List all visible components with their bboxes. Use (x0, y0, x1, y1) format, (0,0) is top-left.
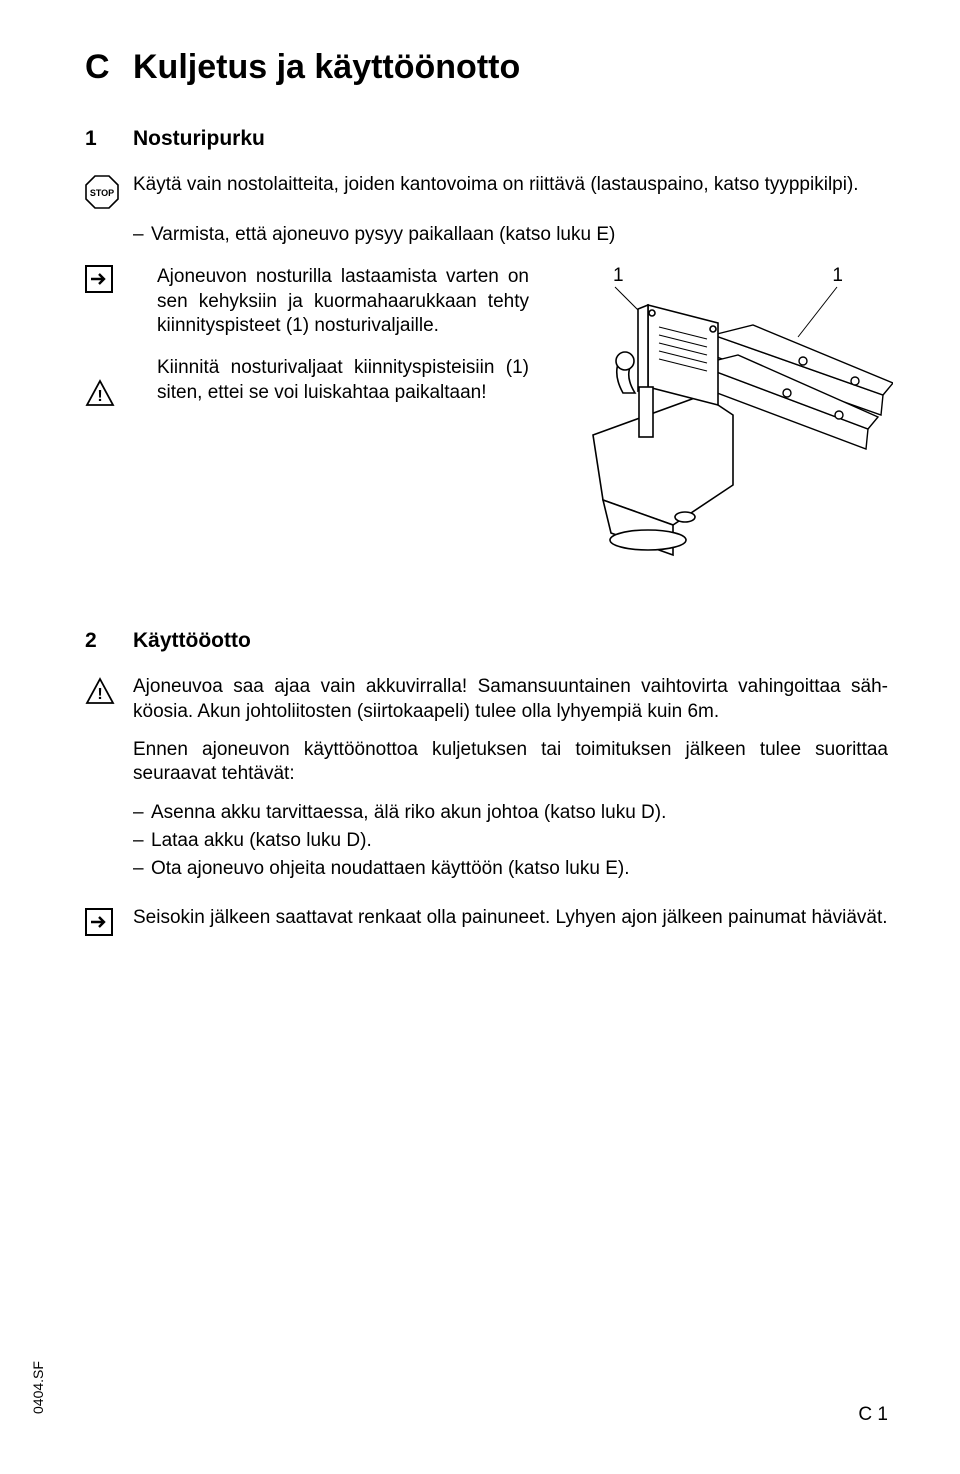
section-1-title: Nosturipurku (133, 127, 265, 151)
footer-right: C 1 (858, 1404, 888, 1426)
pallet-truck-figure: 1 1 (553, 265, 893, 585)
footer-left: 0404.SF (30, 1361, 46, 1414)
chapter-letter: C (85, 48, 133, 87)
chapter-title: Kuljetus ja käyttöönotto (133, 48, 520, 87)
warn-paragraph-2: Ajoneuvoa saa ajaa vain akkuvirralla! Sa… (133, 675, 888, 724)
stop-text: Käytä vain nostolaitteita, joiden kantov… (133, 173, 888, 209)
list-item: – Ota ajoneuvo ohjeita noudattaen käyttö… (133, 857, 888, 881)
svg-text:!: ! (97, 686, 102, 703)
warning-triangle-icon: ! (85, 677, 115, 705)
list-item-text: Lataa akku (katso luku D). (151, 829, 888, 853)
warn-row-2: ! Ajoneuvoa saa ajaa vain akkuvirralla! … (85, 675, 888, 724)
arrow-row-bottom: Seisokin jälkeen saattavat renkaat olla … (85, 906, 888, 936)
warning-triangle-icon: ! (85, 379, 115, 407)
intro-row: Ennen ajoneuvon käyttöönottoa kuljetukse… (85, 738, 888, 787)
figure-label-1-left: 1 (613, 265, 624, 287)
warn-paragraph-1: Kiinnitä nosturivaljaat kiinnityspis­tei… (157, 356, 529, 405)
pallet-truck-illustration (553, 265, 893, 565)
dash-bullet: – (133, 223, 151, 247)
section-1-num: 1 (85, 127, 133, 151)
arrow-paragraph-bottom: Seisokin jälkeen saattavat renkaat olla … (133, 906, 888, 936)
arrow-right-icon (85, 908, 113, 936)
intro-text: Ennen ajoneuvon käyttöönottoa kuljetukse… (133, 738, 888, 787)
figure-label-1-right: 1 (832, 265, 843, 287)
stop-paragraph: STOP Käytä vain nostolaitteita, joiden k… (85, 173, 888, 209)
arrow-paragraph-1: Ajoneuvon nosturilla lastaamista varten … (157, 265, 529, 338)
dash-item-text: Varmista, että ajoneuvo pysyy paikallaan… (151, 223, 888, 247)
chapter-heading: C Kuljetus ja käyttöönotto (85, 48, 888, 87)
svg-text:!: ! (97, 388, 102, 405)
list-item-text: Ota ajoneuvo ohjeita noudattaen käyttöön… (151, 857, 888, 881)
list-item: – Asenna akku tarvittaessa, älä riko aku… (133, 801, 888, 825)
section-2-num: 2 (85, 629, 133, 653)
list-item: – Lataa akku (katso luku D). (133, 829, 888, 853)
stop-icon: STOP (85, 175, 119, 209)
section-2-heading: 2 Käyttööotto (85, 629, 888, 653)
svg-text:STOP: STOP (90, 188, 114, 198)
section-2-title: Käyttööotto (133, 629, 251, 653)
section-1-heading: 1 Nosturipurku (85, 127, 888, 151)
dash-item-row: – Varmista, että ajoneuvo pysyy paikalla… (85, 223, 888, 251)
task-list: – Asenna akku tarvittaessa, älä riko aku… (85, 801, 888, 886)
list-item-text: Asenna akku tarvittaessa, älä riko akun … (151, 801, 888, 825)
arrow-right-icon (85, 265, 113, 293)
